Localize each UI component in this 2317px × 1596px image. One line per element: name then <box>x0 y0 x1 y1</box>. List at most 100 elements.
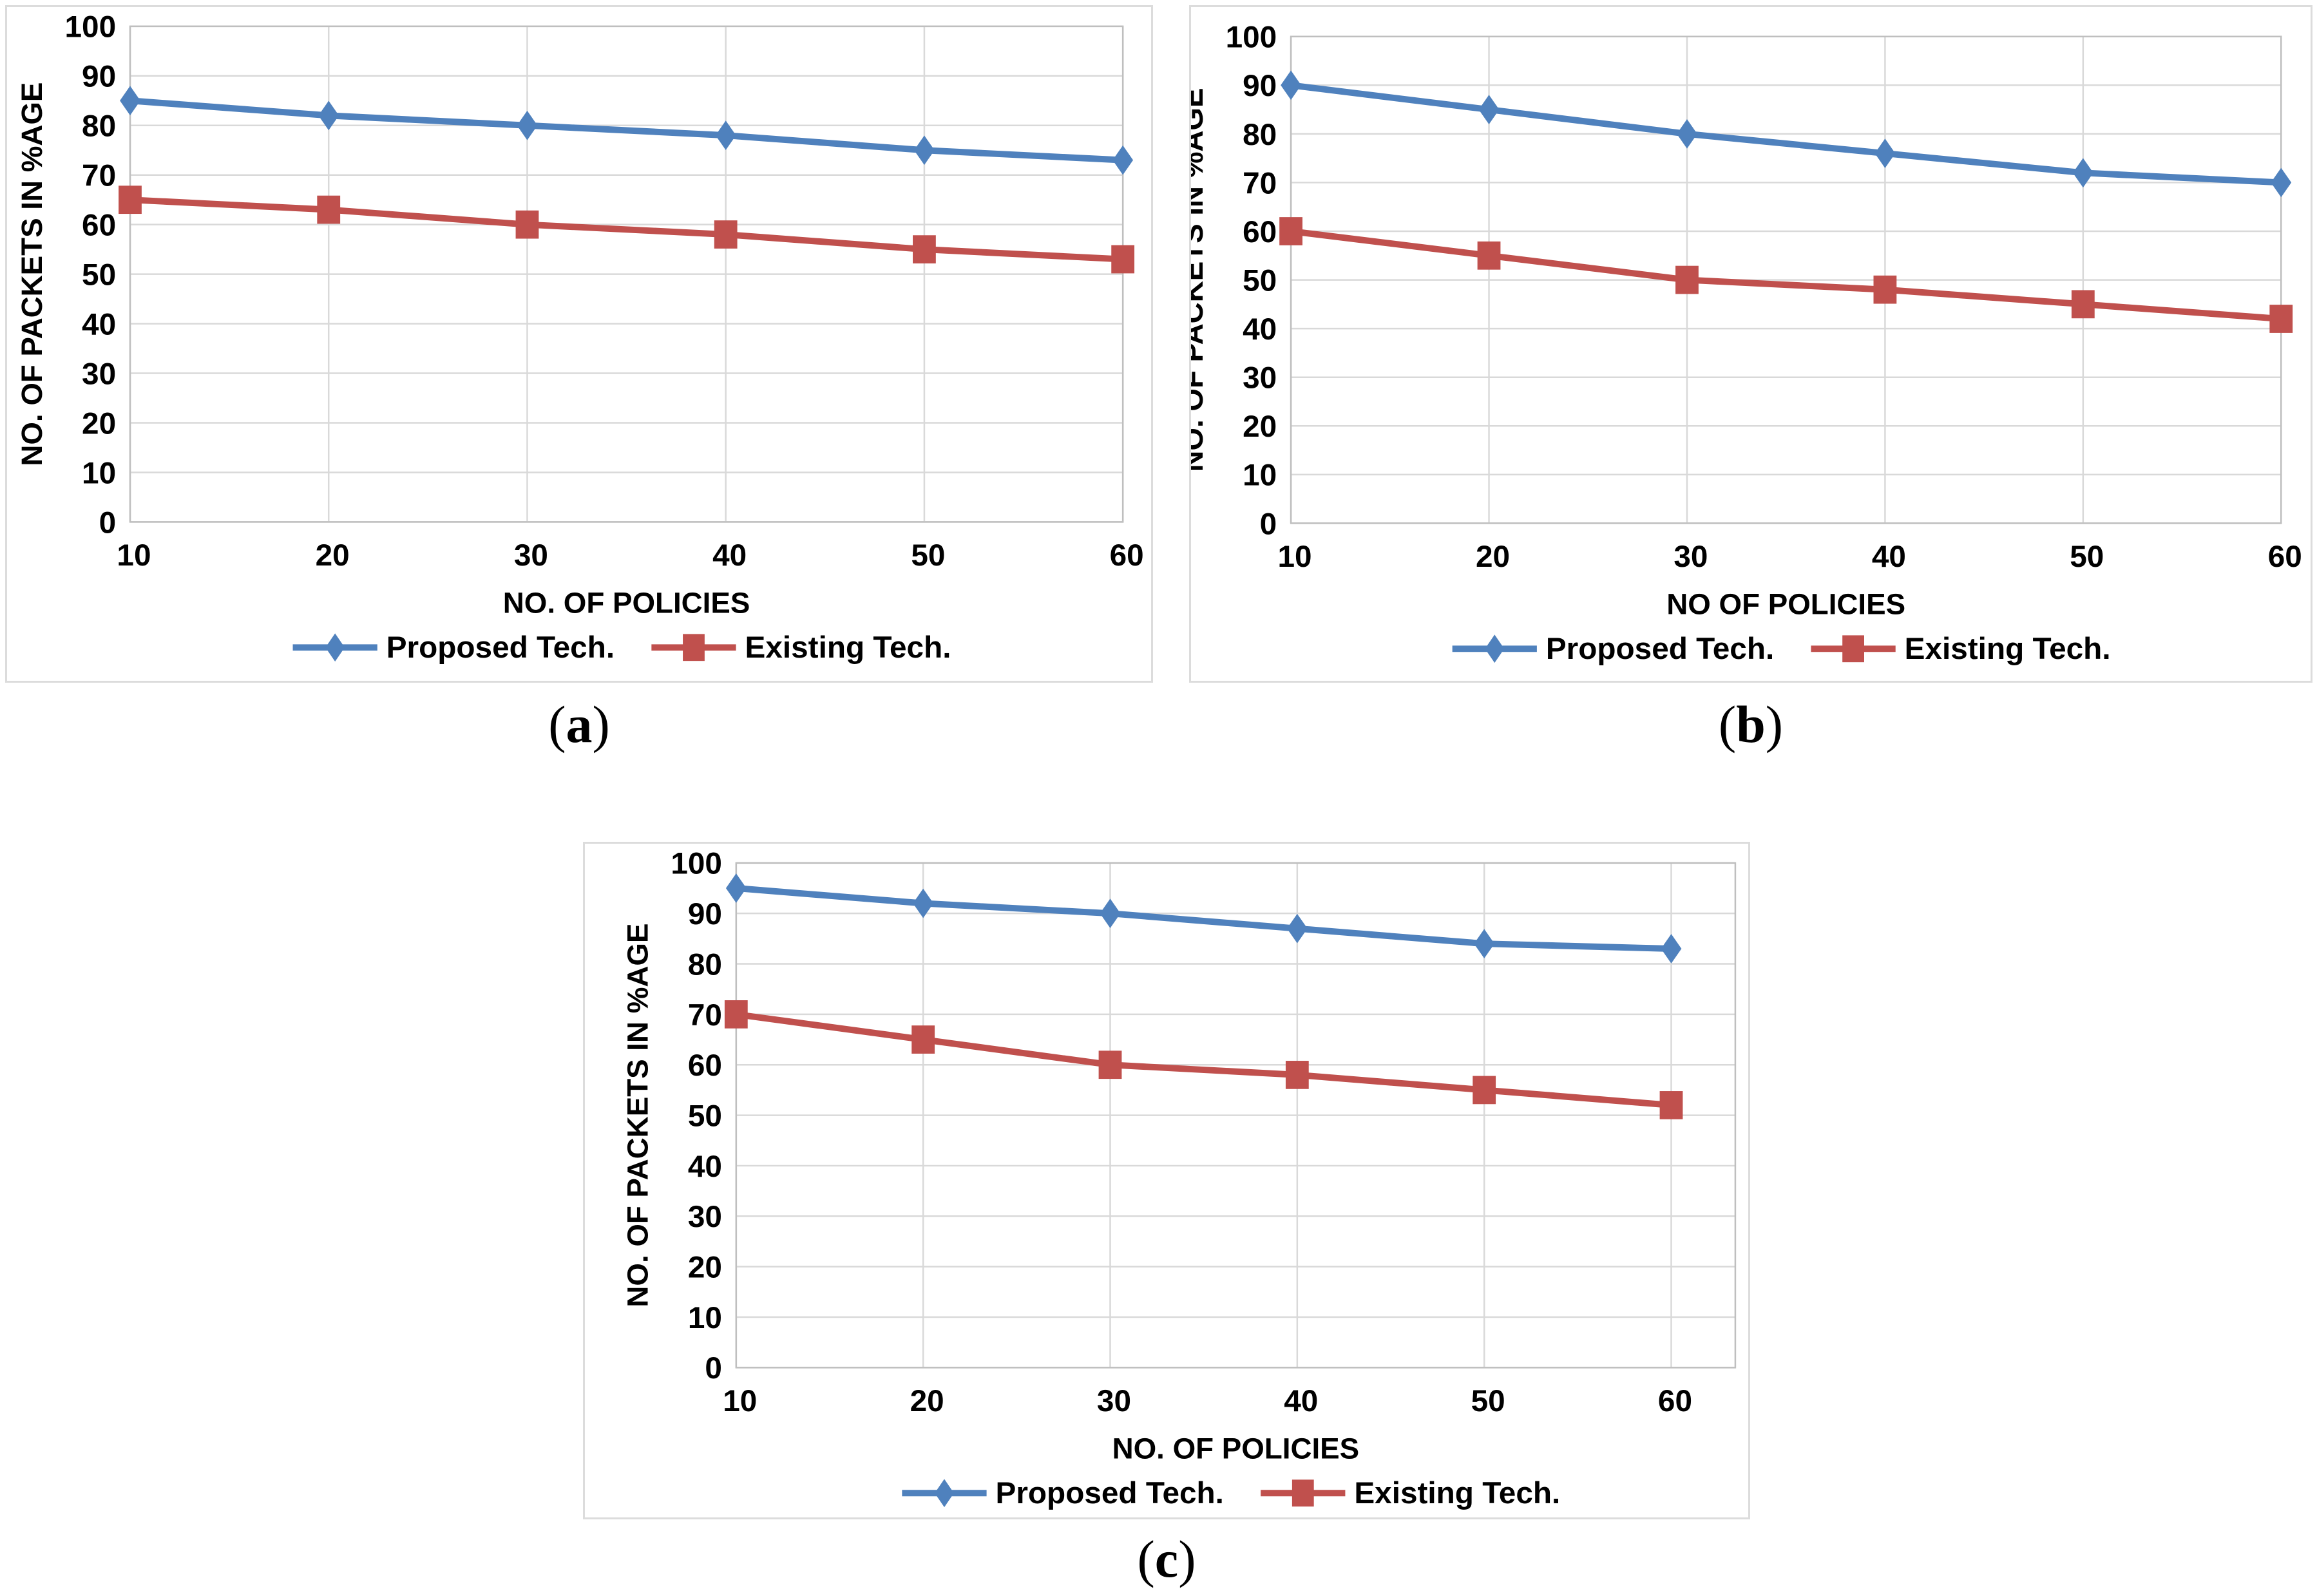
data-point-diamond <box>517 110 538 140</box>
y-tick-label: 20 <box>1243 410 1277 444</box>
y-tick-label: 70 <box>688 998 722 1032</box>
y-axis-title: NO. OF PACKETS IN %AGE <box>622 924 654 1307</box>
plot-border <box>735 862 1737 1369</box>
x-tick-label: 10 <box>1278 540 1312 574</box>
x-tick-label: 30 <box>1097 1384 1131 1418</box>
y-tick-label: 30 <box>82 357 116 391</box>
data-point-diamond <box>120 86 140 116</box>
data-point-diamond <box>1478 95 1500 124</box>
legend-item-proposed <box>1452 634 1537 663</box>
caption-paren: ( <box>548 695 566 754</box>
x-tick-label: 50 <box>911 538 945 573</box>
legend-marker-square <box>1842 635 1864 663</box>
data-point-square <box>2269 305 2293 333</box>
y-tick-label: 40 <box>82 307 116 341</box>
data-point-diamond <box>1112 145 1134 175</box>
x-tick-label: 50 <box>2070 540 2104 574</box>
y-tick-label: 50 <box>1243 263 1277 298</box>
y-tick-label: 10 <box>82 456 116 490</box>
x-tick-label: 60 <box>1658 1384 1692 1418</box>
caption-letter: a <box>566 695 593 754</box>
x-tick-label: 10 <box>723 1384 757 1418</box>
data-point-diamond <box>1281 70 1302 100</box>
x-tick-label: 40 <box>712 538 747 573</box>
x-tick-label: 40 <box>1284 1384 1318 1418</box>
caption-paren: ) <box>592 695 610 754</box>
y-tick-label: 30 <box>688 1200 722 1234</box>
x-tick-label: 30 <box>514 538 548 573</box>
legend-item-proposed <box>292 633 377 662</box>
legend-item-existing <box>651 634 736 661</box>
y-tick-label: 0 <box>1260 507 1277 541</box>
y-tick-label: 100 <box>671 847 722 881</box>
y-tick-label: 60 <box>1243 215 1277 249</box>
y-tick-label: 0 <box>705 1351 722 1385</box>
x-tick-label: 50 <box>1471 1384 1505 1418</box>
y-tick-label: 50 <box>688 1099 722 1133</box>
plot-border <box>129 25 1124 523</box>
data-point-square <box>1473 1076 1496 1105</box>
data-point-square <box>1098 1050 1122 1079</box>
y-tick-label: 90 <box>688 897 722 931</box>
data-point-diamond <box>1100 898 1121 929</box>
data-point-diamond <box>725 873 747 903</box>
x-tick-label: 20 <box>316 538 350 573</box>
y-tick-label: 100 <box>64 10 116 44</box>
legend-label-proposed: Proposed Tech. <box>996 1476 1224 1510</box>
caption-letter: b <box>1736 695 1766 754</box>
series-line-existing <box>732 1011 1675 1108</box>
legend-item-existing <box>1811 635 1896 663</box>
legend-marker-diamond <box>935 1479 954 1508</box>
data-point-square <box>714 220 738 249</box>
legend-item-proposed <box>902 1479 987 1508</box>
x-axis-title: NO OF POLICIES <box>1666 588 1905 621</box>
y-tick-label: 80 <box>688 947 722 982</box>
plot-border <box>1290 35 2282 524</box>
data-point-square <box>1659 1091 1683 1119</box>
y-tick-label: 40 <box>1243 312 1277 347</box>
data-point-square <box>1279 217 1302 245</box>
figure-caption-a: (a) <box>450 695 708 754</box>
data-point-square <box>1675 265 1699 294</box>
y-axis-title: NO. OF PACKETS IN %AGE <box>15 82 48 466</box>
y-tick-label: 80 <box>82 109 116 144</box>
legend-label-existing: Existing Tech. <box>1905 632 2111 666</box>
legend-label-proposed: Proposed Tech. <box>1546 632 1774 666</box>
legend-marker-square <box>1292 1479 1314 1507</box>
data-point-diamond <box>1286 913 1308 944</box>
y-tick-label: 30 <box>1243 361 1277 395</box>
caption-paren: ) <box>1765 695 1784 754</box>
caption-paren: ( <box>1137 1530 1155 1588</box>
data-point-square <box>2071 290 2095 319</box>
x-tick-label: 40 <box>1872 540 1906 574</box>
x-axis-title: NO. OF POLICIES <box>1112 1432 1360 1465</box>
x-tick-label: 20 <box>910 1384 944 1418</box>
legend-label-proposed: Proposed Tech. <box>386 631 615 665</box>
data-point-diamond <box>914 135 935 166</box>
data-point-diamond <box>1874 138 1896 168</box>
data-point-square <box>317 195 341 224</box>
y-tick-label: 70 <box>1243 166 1277 200</box>
chart-panel-a: 0 10 20 30 40 50 60 70 80 90 100 10 20 30 40 50 60 NO. OF… <box>5 5 1153 683</box>
legend-label-existing: Existing Tech. <box>745 631 951 665</box>
caption-paren: ) <box>1178 1530 1196 1588</box>
y-tick-label: 60 <box>82 209 116 243</box>
x-axis-title: NO. OF POLICIES <box>503 587 750 620</box>
series-line-proposed <box>1288 82 2285 186</box>
data-point-square <box>1477 241 1501 270</box>
y-tick-label: 50 <box>82 258 116 292</box>
y-tick-label: 40 <box>688 1150 722 1184</box>
series-line-proposed <box>127 97 1127 164</box>
data-point-square <box>913 235 936 264</box>
figure-caption-b: (b) <box>1622 695 1880 754</box>
y-tick-label: 90 <box>82 60 116 94</box>
data-point-diamond <box>715 120 736 151</box>
series-line-existing <box>127 196 1127 263</box>
data-point-square <box>119 185 142 214</box>
series-line-proposed <box>732 885 1675 952</box>
legend-marker-diamond <box>325 633 345 662</box>
legend-item-existing <box>1261 1479 1346 1507</box>
data-point-square <box>515 210 539 239</box>
